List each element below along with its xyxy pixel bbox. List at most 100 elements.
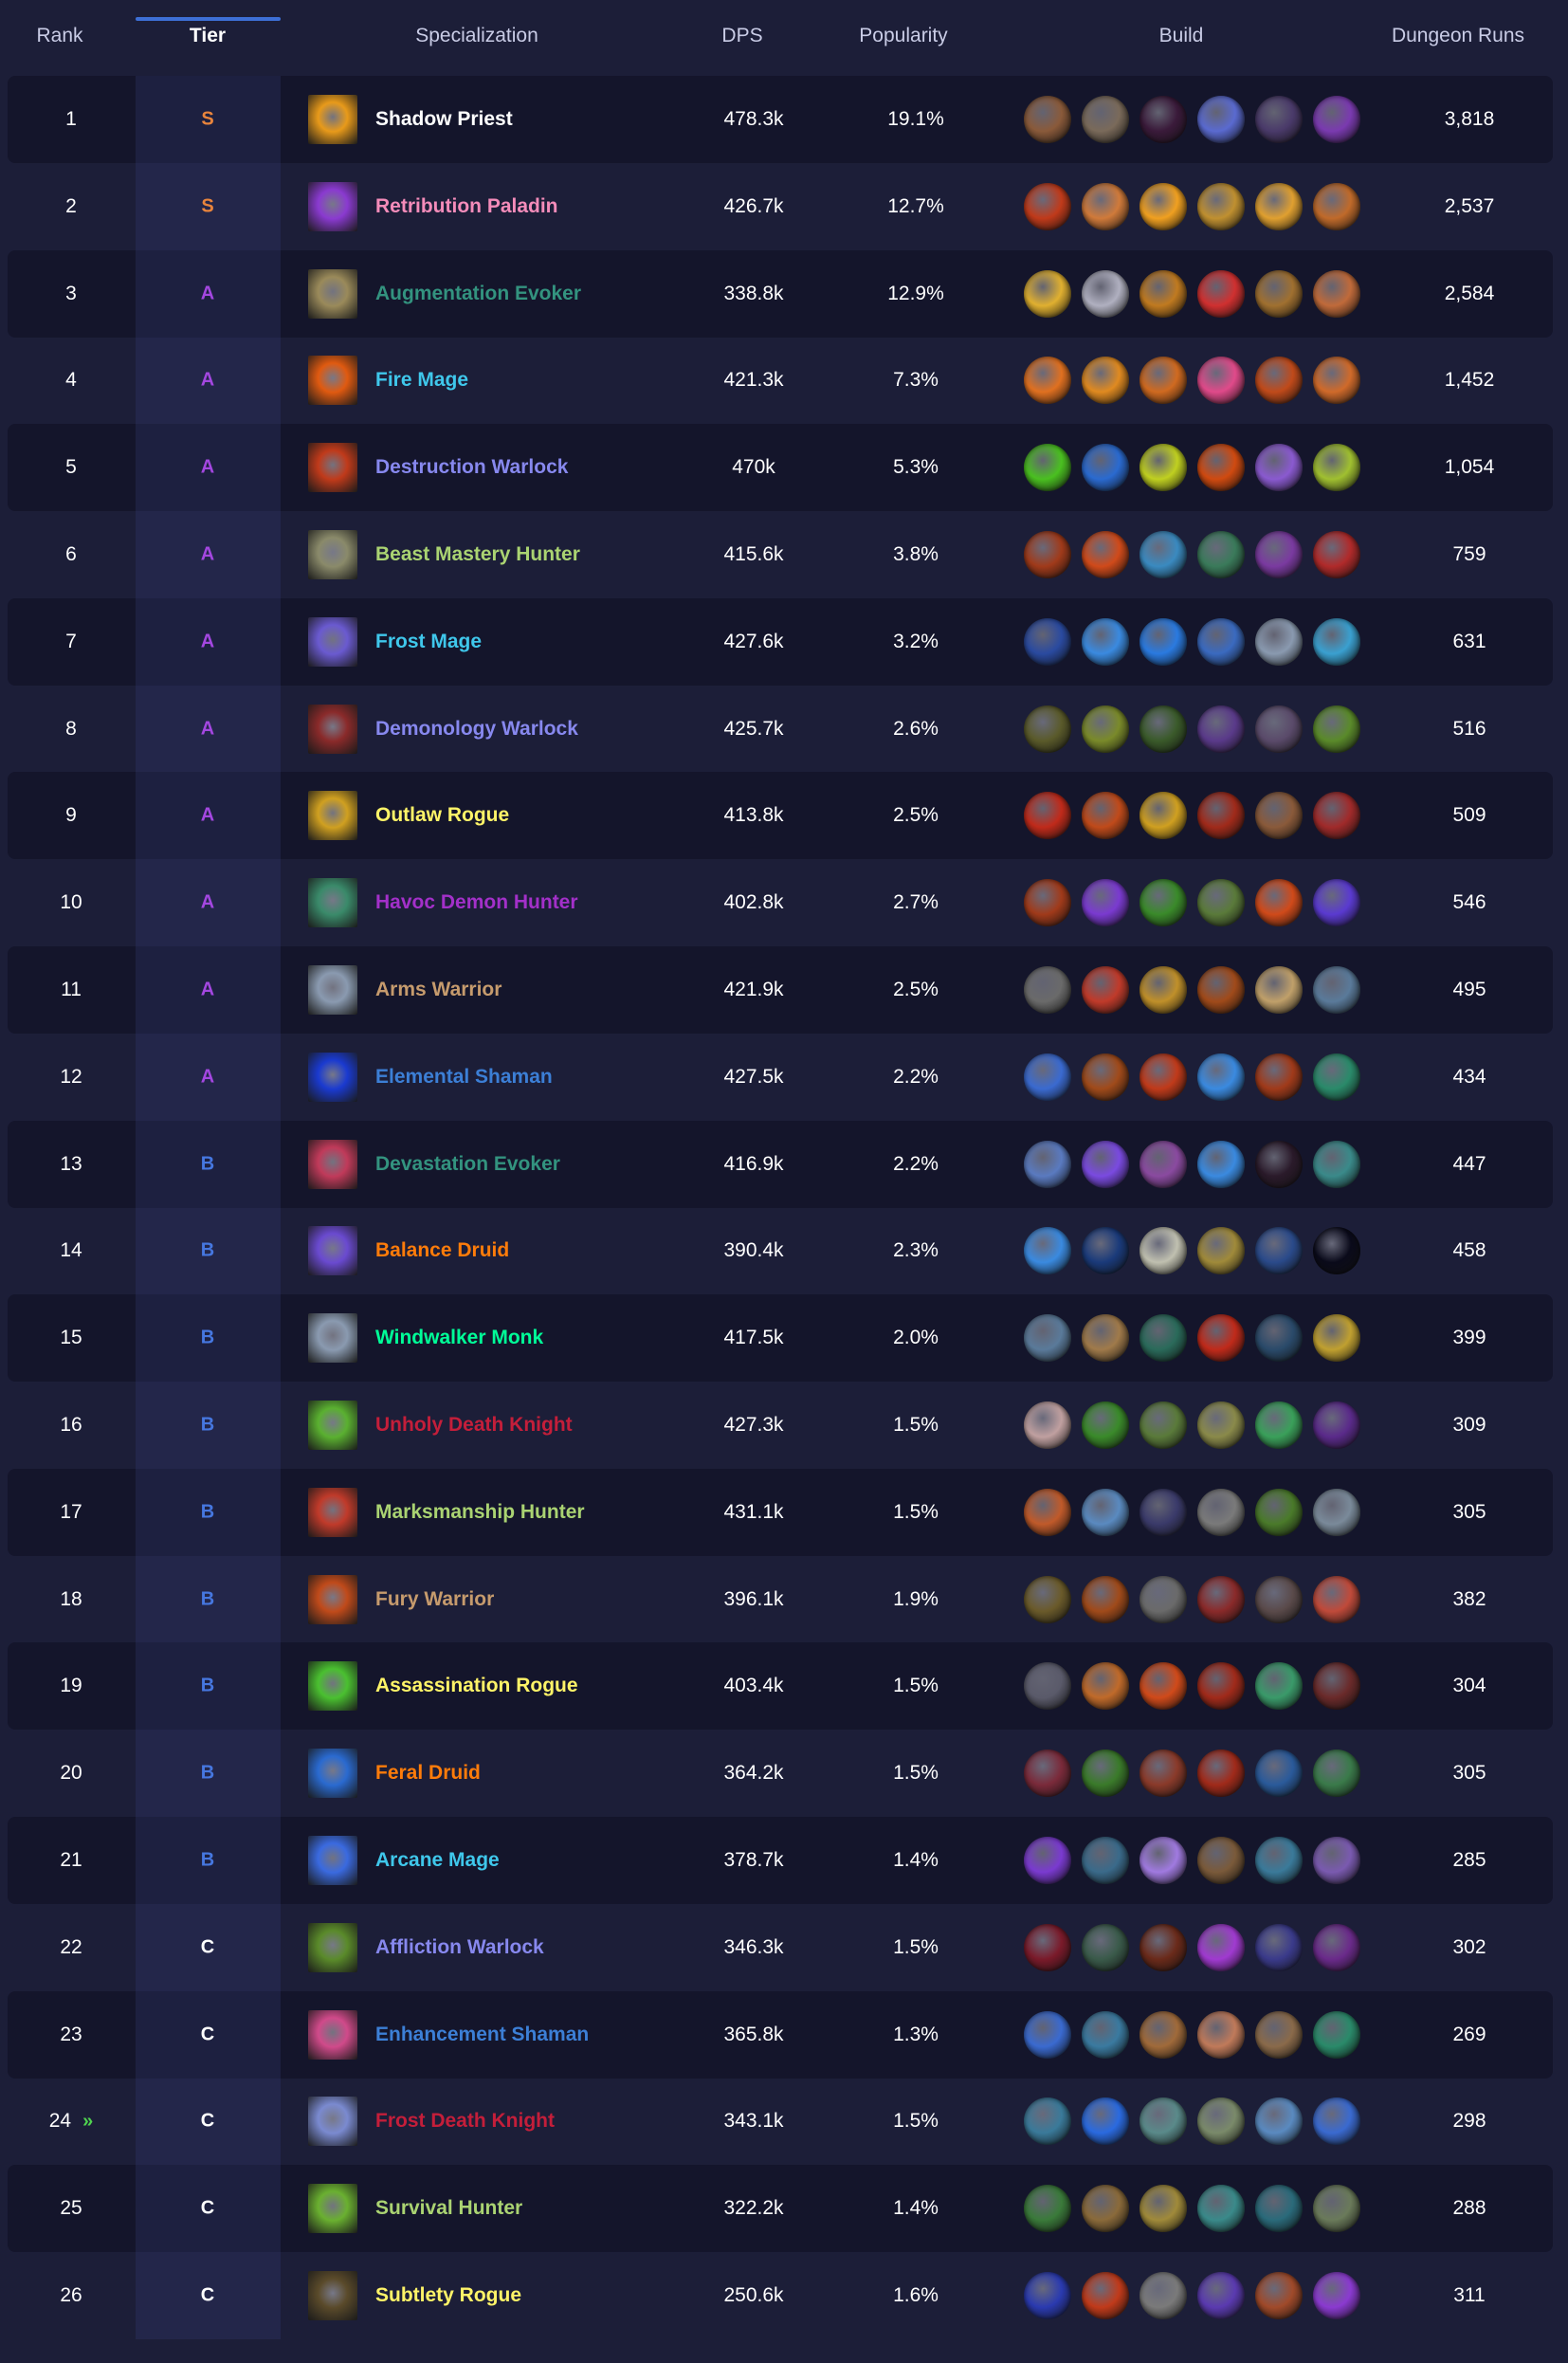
talent-icon[interactable]	[1197, 1227, 1245, 1275]
talent-icon[interactable]	[1024, 182, 1071, 230]
spec-name-link[interactable]: Fire Mage	[375, 369, 469, 392]
talent-icon[interactable]	[1255, 357, 1303, 405]
talent-icon[interactable]	[1024, 1401, 1071, 1449]
talent-icon[interactable]	[1313, 1140, 1360, 1188]
talent-icon[interactable]	[1313, 2010, 1360, 2059]
talent-icon[interactable]	[1197, 1488, 1245, 1536]
talent-icon[interactable]	[1024, 531, 1071, 578]
header-tier[interactable]: Tier	[189, 25, 227, 46]
spec-name-link[interactable]: Elemental Shaman	[375, 1065, 553, 1088]
spec-name-link[interactable]: Survival Hunter	[375, 2197, 523, 2220]
spec-name-link[interactable]: Havoc Demon Hunter	[375, 891, 578, 914]
talent-icon[interactable]	[1082, 531, 1129, 578]
talent-icon[interactable]	[1197, 617, 1245, 666]
spec-name-link[interactable]: Assassination Rogue	[375, 1675, 578, 1697]
talent-icon[interactable]	[1024, 357, 1071, 405]
talent-icon[interactable]	[1197, 444, 1245, 492]
spec-name-link[interactable]: Outlaw Rogue	[375, 804, 510, 827]
talent-icon[interactable]	[1255, 1053, 1303, 1101]
talent-icon[interactable]	[1197, 1837, 1245, 1884]
talent-icon[interactable]	[1255, 182, 1303, 230]
talent-icon[interactable]	[1255, 2185, 1303, 2233]
talent-icon[interactable]	[1024, 2272, 1071, 2319]
talent-icon[interactable]	[1140, 792, 1187, 840]
talent-icon[interactable]	[1313, 792, 1360, 840]
talent-icon[interactable]	[1082, 617, 1129, 666]
table-row[interactable]: 10 A Havoc Demon Hunter 402.8k 2.7% 546	[8, 859, 1553, 946]
spec-name-link[interactable]: Feral Druid	[375, 1762, 481, 1785]
header-specialization[interactable]: Specialization	[415, 25, 538, 46]
talent-icon[interactable]	[1197, 705, 1245, 753]
talent-icon[interactable]	[1313, 269, 1360, 318]
talent-icon[interactable]	[1313, 357, 1360, 405]
talent-icon[interactable]	[1082, 705, 1129, 753]
talent-icon[interactable]	[1313, 1053, 1360, 1101]
table-row[interactable]: 25 C Survival Hunter 322.2k 1.4% 288	[8, 2165, 1553, 2253]
talent-icon[interactable]	[1082, 1227, 1129, 1275]
talent-icon[interactable]	[1197, 792, 1245, 840]
talent-icon[interactable]	[1313, 1401, 1360, 1449]
talent-icon[interactable]	[1197, 182, 1245, 230]
talent-icon[interactable]	[1197, 966, 1245, 1014]
talent-icon[interactable]	[1255, 1923, 1303, 1971]
talent-icon[interactable]	[1255, 2097, 1303, 2146]
spec-name-link[interactable]: Augmentation Evoker	[375, 282, 582, 304]
talent-icon[interactable]	[1313, 2097, 1360, 2146]
table-row[interactable]: 17 B Marksmanship Hunter 431.1k 1.5% 305	[8, 1468, 1553, 1556]
talent-icon[interactable]	[1313, 879, 1360, 927]
talent-icon[interactable]	[1140, 357, 1187, 405]
table-row[interactable]: 2 S Retribution Paladin 426.7k 12.7% 2,5…	[8, 163, 1553, 250]
talent-icon[interactable]	[1255, 1662, 1303, 1711]
talent-icon[interactable]	[1140, 2097, 1187, 2146]
talent-icon[interactable]	[1313, 705, 1360, 753]
talent-icon[interactable]	[1255, 96, 1303, 143]
talent-icon[interactable]	[1024, 1662, 1071, 1711]
talent-icon[interactable]	[1255, 1401, 1303, 1449]
table-row[interactable]: 1 S Shadow Priest 478.3k 19.1% 3,818	[8, 76, 1553, 163]
spec-name-link[interactable]: Balance Druid	[375, 1239, 510, 1262]
talent-icon[interactable]	[1255, 1314, 1303, 1363]
talent-icon[interactable]	[1024, 1575, 1071, 1623]
talent-icon[interactable]	[1140, 444, 1187, 492]
talent-icon[interactable]	[1082, 879, 1129, 927]
table-row[interactable]: 20 B Feral Druid 364.2k 1.5% 305	[8, 1730, 1553, 1817]
talent-icon[interactable]	[1024, 1923, 1071, 1971]
spec-name-link[interactable]: Enhancement Shaman	[375, 2023, 590, 2045]
talent-icon[interactable]	[1255, 966, 1303, 1014]
table-row[interactable]: 18 B Fury Warrior 396.1k 1.9% 382	[8, 1556, 1553, 1643]
talent-icon[interactable]	[1082, 2272, 1129, 2319]
talent-icon[interactable]	[1313, 2272, 1360, 2319]
talent-icon[interactable]	[1255, 2272, 1303, 2319]
table-row[interactable]: 8 A Demonology Warlock 425.7k 2.6% 516	[8, 686, 1553, 773]
talent-icon[interactable]	[1313, 444, 1360, 492]
spec-name-link[interactable]: Shadow Priest	[375, 108, 513, 130]
talent-icon[interactable]	[1024, 269, 1071, 318]
talent-icon[interactable]	[1197, 2010, 1245, 2059]
talent-icon[interactable]	[1024, 1314, 1071, 1363]
spec-name-link[interactable]: Destruction Warlock	[375, 456, 569, 479]
talent-icon[interactable]	[1082, 182, 1129, 230]
talent-icon[interactable]	[1024, 1749, 1071, 1798]
talent-icon[interactable]	[1255, 2010, 1303, 2059]
table-row[interactable]: 15 B Windwalker Monk 417.5k 2.0% 399	[8, 1294, 1553, 1383]
talent-icon[interactable]	[1313, 1575, 1360, 1623]
table-row[interactable]: 3 A Augmentation Evoker 338.8k 12.9% 2,5…	[8, 249, 1553, 338]
table-row[interactable]: 21 B Arcane Mage 378.7k 1.4% 285	[8, 1817, 1553, 1904]
talent-icon[interactable]	[1197, 531, 1245, 578]
talent-icon[interactable]	[1140, 269, 1187, 318]
spec-name-link[interactable]: Arcane Mage	[375, 1849, 500, 1871]
talent-icon[interactable]	[1197, 2097, 1245, 2146]
table-row[interactable]: 16 B Unholy Death Knight 427.3k 1.5% 309	[8, 1382, 1553, 1469]
talent-icon[interactable]	[1140, 966, 1187, 1014]
talent-icon[interactable]	[1082, 1314, 1129, 1363]
talent-icon[interactable]	[1197, 1749, 1245, 1798]
table-row[interactable]: 24 » C Frost Death Knight 343.1k 1.5% 298	[8, 2078, 1553, 2165]
talent-icon[interactable]	[1255, 1837, 1303, 1884]
table-row[interactable]: 23 C Enhancement Shaman 365.8k 1.3% 269	[8, 1990, 1553, 2079]
talent-icon[interactable]	[1082, 1923, 1129, 1971]
talent-icon[interactable]	[1024, 1837, 1071, 1884]
talent-icon[interactable]	[1313, 1314, 1360, 1363]
talent-icon[interactable]	[1024, 966, 1071, 1014]
talent-icon[interactable]	[1140, 182, 1187, 230]
talent-icon[interactable]	[1255, 879, 1303, 927]
